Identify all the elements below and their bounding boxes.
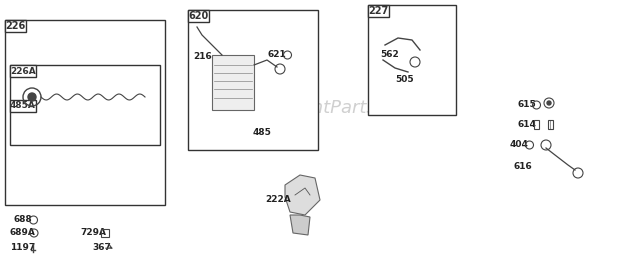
Bar (368, 5, 389, 17)
Text: 562: 562 (380, 50, 399, 59)
Bar (188, 10, 318, 150)
Text: 729A: 729A (80, 228, 106, 237)
Bar (188, 10, 208, 22)
Polygon shape (285, 175, 320, 215)
Bar (10, 100, 36, 112)
Text: 616: 616 (513, 162, 532, 171)
Circle shape (547, 101, 551, 105)
Text: 404: 404 (510, 140, 529, 149)
Text: 614: 614 (517, 120, 536, 129)
Text: 222A: 222A (265, 195, 291, 204)
Text: 615: 615 (517, 100, 536, 109)
Circle shape (28, 93, 36, 101)
Polygon shape (290, 215, 310, 235)
Text: eReplacementParts.com: eReplacementParts.com (200, 99, 420, 117)
Text: 367: 367 (92, 243, 111, 252)
Text: 688: 688 (14, 215, 33, 224)
Bar (5, 20, 25, 32)
Bar (533, 120, 539, 129)
Bar (5, 20, 165, 205)
Text: 621: 621 (268, 50, 286, 59)
Text: 216: 216 (193, 52, 212, 61)
Bar (10, 65, 160, 145)
Text: 485A: 485A (10, 101, 36, 110)
Text: 226: 226 (5, 21, 25, 31)
Text: 485: 485 (253, 128, 272, 137)
Bar (368, 5, 456, 115)
Text: 505: 505 (395, 75, 414, 84)
Text: 226A: 226A (10, 67, 36, 76)
Text: 689A: 689A (10, 228, 36, 237)
Text: 1197: 1197 (10, 243, 35, 252)
Bar (212, 55, 254, 110)
Bar (10, 65, 36, 77)
Bar (101, 229, 109, 237)
Text: 227: 227 (368, 6, 388, 16)
Bar (548, 120, 553, 129)
Text: 620: 620 (188, 11, 208, 21)
